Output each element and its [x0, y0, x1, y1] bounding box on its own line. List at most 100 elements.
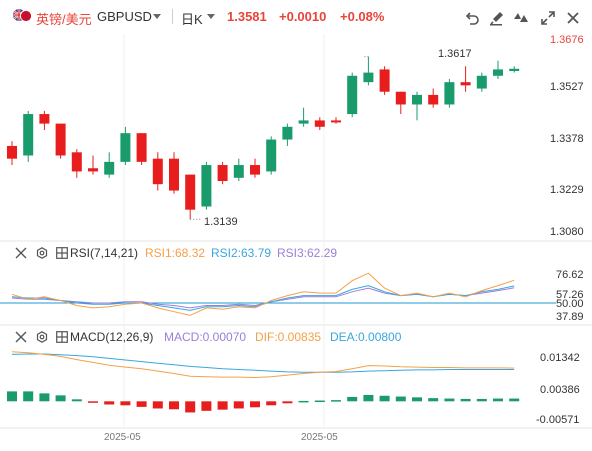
price-change-pct: +0.08%: [340, 9, 385, 24]
macd-histogram-bar: [428, 398, 439, 402]
candle-body: [395, 91, 406, 105]
macd-axis-label: 0.00386: [540, 384, 580, 396]
indicator-grid-icon[interactable]: [56, 331, 68, 343]
candle-body: [331, 120, 341, 123]
candle-body: [201, 165, 212, 207]
candle-body: [347, 75, 358, 115]
macd-histogram-bar: [39, 393, 50, 402]
candle-body: [7, 145, 17, 159]
chart-header: 英镑/美元 GBPUSD 日K 1.3581 +0.0010 +0.08%: [0, 0, 592, 34]
date-axis-label: 2025-05: [301, 432, 338, 443]
macd-title: MACD(12,26,9): [70, 330, 154, 344]
candle-body: [476, 75, 487, 89]
visibility-toggle-icon[interactable]: [15, 247, 27, 259]
macd-histogram-bar: [88, 401, 98, 403]
indicator-grid-icon[interactable]: [56, 247, 68, 259]
close-icon[interactable]: [565, 10, 581, 26]
candle-body: [233, 165, 244, 178]
price-axis-label: 1.3378: [550, 133, 584, 145]
macd-histogram-bar: [476, 398, 487, 402]
macd-histogram-bar: [363, 394, 374, 402]
price-change: +0.0010: [279, 9, 327, 24]
candle-body: [250, 165, 260, 175]
macd-axis-label: 0.01342: [540, 352, 580, 364]
candle-body: [266, 139, 277, 172]
candle-body: [412, 94, 422, 105]
settings-icon[interactable]: [36, 247, 48, 259]
candle-body: [460, 82, 471, 86]
candle-body: [120, 133, 131, 162]
macd-histogram-bar: [152, 401, 163, 409]
macd-histogram-bar: [104, 401, 115, 405]
settings-icon[interactable]: [36, 331, 48, 343]
macd-histogram-bar: [7, 391, 17, 402]
high-price-annotation: 1.3617: [438, 48, 472, 60]
candle-body: [379, 69, 390, 92]
macd-histogram-bar: [250, 401, 260, 408]
price-axis-label: 1.3527: [550, 81, 584, 93]
macd-histogram-bar: [395, 396, 406, 402]
macd-histogram-bar: [314, 400, 325, 403]
macd-histogram-bar: [55, 395, 66, 402]
pair-dropdown-icon[interactable]: [153, 14, 161, 19]
candle-body: [152, 158, 163, 185]
header-divider: [172, 9, 173, 24]
uk-flag-icon: [13, 9, 32, 22]
date-axis-label: 2025-05: [104, 432, 141, 443]
macd-histogram-bar: [201, 401, 212, 411]
period-selector[interactable]: 日K: [181, 12, 203, 27]
pair-code[interactable]: GBPUSD: [97, 9, 152, 24]
price-axis-label: 1.3229: [550, 184, 584, 196]
macd-axis-label: -0.00571: [536, 414, 580, 426]
last-price: 1.3581: [227, 9, 267, 24]
brush-icon[interactable]: [489, 10, 505, 26]
macd-histogram-bar: [331, 400, 341, 402]
macd-histogram-bar: [71, 399, 82, 402]
rsi3-value: RSI3:62.29: [277, 246, 338, 260]
dif-value: DIF:0.00835: [255, 330, 322, 344]
visibility-toggle-icon[interactable]: [15, 331, 27, 343]
rsi-axis-label: 50.00: [556, 298, 584, 310]
candle-body: [314, 120, 325, 127]
candle-body: [493, 69, 503, 76]
candle-body: [282, 126, 293, 140]
macd-histogram-bar: [185, 401, 196, 413]
candle-body: [444, 82, 455, 105]
candle-body: [298, 120, 309, 124]
macd-histogram-bar: [136, 401, 147, 407]
macd-histogram-bar: [347, 396, 358, 402]
expand-icon[interactable]: [540, 10, 556, 26]
layers-icon[interactable]: [513, 10, 529, 26]
candle-body: [169, 158, 179, 191]
macd-histogram-bar: [493, 398, 503, 402]
macd-histogram-bar: [379, 395, 390, 402]
rsi3-line: [11, 287, 515, 309]
macd-histogram-bar: [298, 400, 309, 403]
period-dropdown-icon[interactable]: [207, 14, 215, 19]
rsi-title: RSI(7,14,21): [70, 246, 139, 260]
dea-value: DEA:0.00800: [330, 330, 402, 344]
price-axis-label: 1.3676: [550, 34, 584, 46]
candle-body: [88, 168, 98, 172]
macd-histogram-bar: [266, 401, 277, 406]
rsi-axis-label: 37.89: [556, 311, 584, 323]
pair-name-cn[interactable]: 英镑/美元: [36, 12, 92, 27]
candle-body: [23, 114, 34, 156]
macd-histogram-bar: [282, 401, 293, 404]
macd-histogram-bar: [509, 398, 520, 402]
candle-body: [428, 94, 439, 105]
rsi-axis-label: 57.26: [556, 289, 584, 301]
macd-histogram-bar: [169, 401, 179, 410]
price-axis-label: 1.3080: [550, 226, 584, 238]
candle-body: [185, 174, 196, 210]
low-price-annotation: 1.3139: [204, 216, 238, 228]
macd-histogram-bar: [444, 398, 455, 402]
candle-body: [39, 114, 50, 124]
undo-icon[interactable]: [464, 10, 480, 26]
macd-histogram-bar: [120, 401, 131, 406]
rsi-axis-label: 76.62: [556, 269, 584, 281]
candle-body: [71, 152, 82, 172]
rsi1-line: [11, 272, 515, 316]
candle-body: [217, 165, 228, 181]
